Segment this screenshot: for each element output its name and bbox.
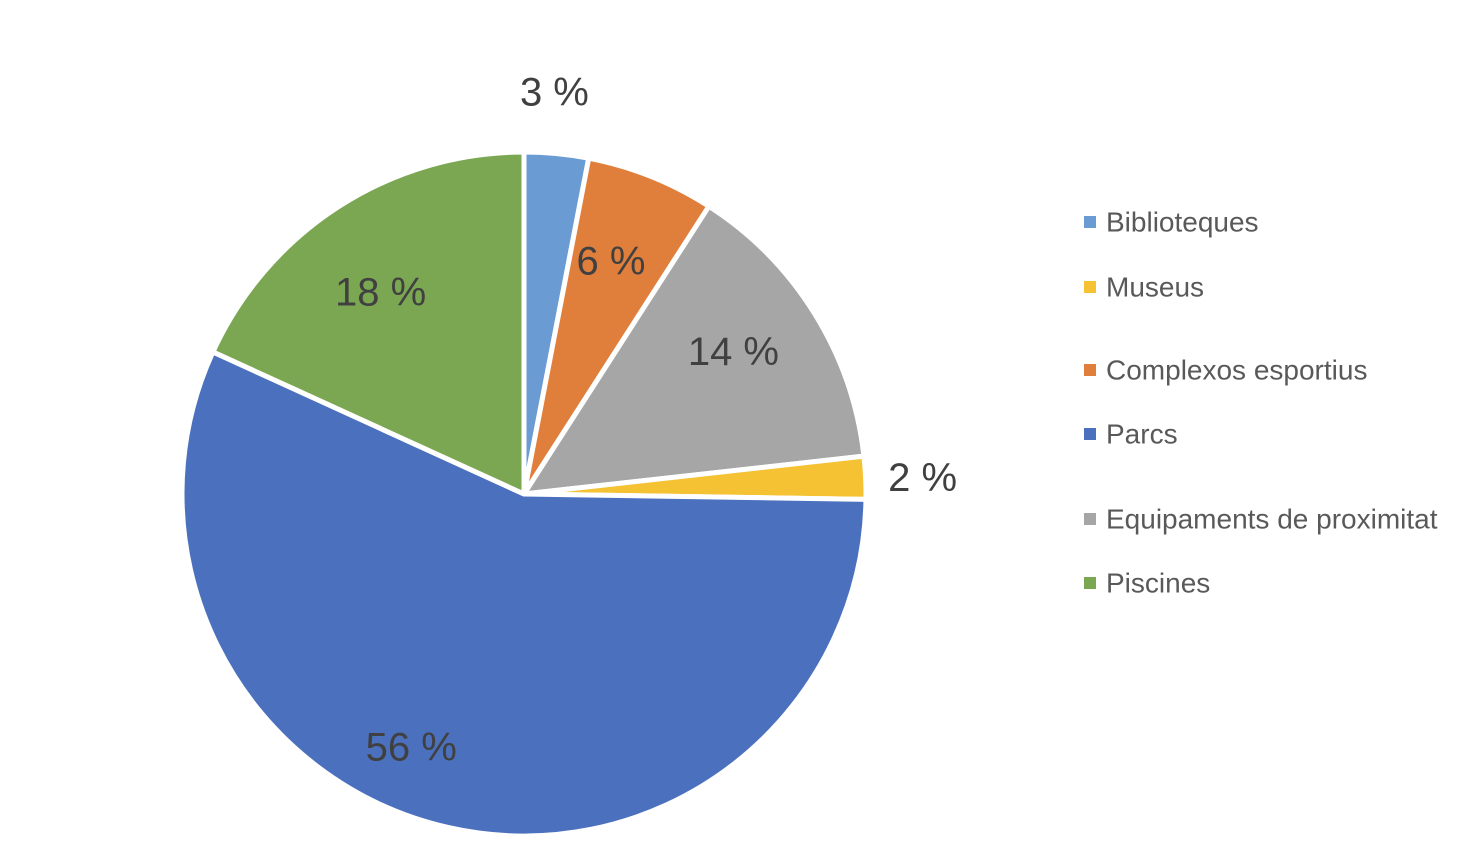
legend-item-equipaments-de-proximitat: Equipaments de proximitat	[1084, 504, 1438, 535]
data-label-museus: 2 %	[888, 456, 957, 500]
data-label-complexos-esportius: 6 %	[577, 240, 646, 284]
legend-swatch-parcs	[1084, 428, 1096, 440]
legend-swatch-museus	[1084, 281, 1096, 293]
legend-item-piscines: Piscines	[1084, 568, 1210, 599]
data-label-biblioteques: 3 %	[520, 71, 589, 115]
pie-slice-parcs	[179, 349, 869, 839]
legend-swatch-piscines	[1084, 577, 1096, 589]
legend-item-parcs: Parcs	[1084, 419, 1178, 450]
pie-slices	[179, 149, 869, 839]
legend-item-museus: Museus	[1084, 272, 1204, 303]
data-label-equipaments-de-proximitat: 14 %	[688, 330, 779, 374]
pie-slice-complexos-esportius	[521, 155, 712, 497]
pie-slice-equipaments-de-proximitat	[521, 203, 867, 497]
data-label-parcs: 56 %	[366, 726, 457, 770]
data-labels: 3 % 6 % 14 % 2 % 56 % 18 %	[335, 71, 957, 770]
legend-label-biblioteques: Biblioteques	[1106, 207, 1259, 238]
legend: Biblioteques Museus Complexos esportius Par…	[1084, 207, 1438, 599]
legend-swatch-biblioteques	[1084, 216, 1096, 228]
legend-swatch-equipaments-de-proximitat	[1084, 513, 1096, 525]
legend-label-museus: Museus	[1106, 272, 1204, 303]
legend-label-complexos-esportius: Complexos esportius	[1106, 355, 1367, 386]
legend-label-piscines: Piscines	[1106, 568, 1210, 599]
legend-label-parcs: Parcs	[1106, 419, 1178, 450]
legend-item-biblioteques: Biblioteques	[1084, 207, 1259, 238]
legend-swatch-complexos-esportius	[1084, 364, 1096, 376]
data-label-piscines: 18 %	[335, 271, 426, 315]
legend-item-complexos-esportius: Complexos esportius	[1084, 355, 1367, 386]
legend-label-equipaments-de-proximitat: Equipaments de proximitat	[1106, 504, 1438, 535]
pie-slice-piscines	[210, 149, 527, 497]
